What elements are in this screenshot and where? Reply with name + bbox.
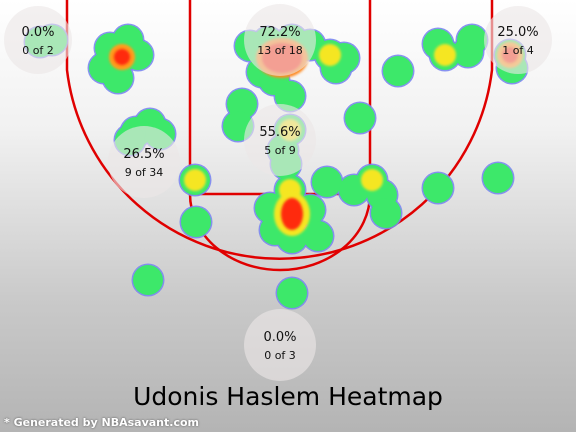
shot-spot	[483, 163, 513, 193]
shot-spot	[423, 173, 453, 203]
shot-spot-hot	[114, 49, 130, 65]
chart-title: Udonis Haslem Heatmap	[133, 382, 443, 411]
three-point-line	[65, 0, 494, 260]
zone-left-midrange-pct: 26.5%	[123, 147, 164, 162]
zone-right-corner-three-count: 1 of 4	[502, 44, 534, 57]
shot-spot	[383, 56, 413, 86]
shot-spot	[312, 167, 342, 197]
zone-paint-middle-circle	[244, 104, 316, 176]
zone-paint-top-circle	[244, 4, 316, 76]
zone-left-corner-three-count: 0 of 2	[22, 44, 54, 57]
zone-paint-top-count: 13 of 18	[257, 44, 303, 57]
shot-spot-warm	[434, 44, 456, 66]
zone-paint-middle-count: 5 of 9	[264, 144, 296, 157]
shot-spot	[345, 103, 375, 133]
shot-spot	[277, 278, 307, 308]
shot-spot-warm	[319, 44, 341, 66]
shot-spot	[133, 265, 163, 295]
zone-overlays: 0.0% 0 of 2 72.2% 13 of 18 25.0% 1 of 4 26.5% 9…	[4, 4, 552, 381]
zone-right-corner-three-circle	[484, 6, 552, 74]
zone-top-of-key-three-pct: 0.0%	[263, 330, 296, 345]
zone-left-corner-three-circle	[4, 6, 72, 74]
shot-spot	[303, 221, 333, 251]
zone-right-corner-three-pct: 25.0%	[497, 25, 538, 40]
zone-left-midrange-circle	[108, 126, 180, 198]
zone-top-of-key-three-circle	[244, 309, 316, 381]
zone-paint-top-pct: 72.2%	[259, 25, 300, 40]
credit-text: * Generated by NBAsavant.com	[4, 416, 199, 429]
shot-spot	[275, 81, 305, 111]
zone-left-corner-three-pct: 0.0%	[21, 25, 54, 40]
shot-spot	[181, 207, 211, 237]
zone-paint-middle-pct: 55.6%	[259, 125, 300, 140]
zone-left-midrange-count: 9 of 34	[125, 166, 164, 179]
zone-top-of-key-three-count: 0 of 3	[264, 349, 296, 362]
shot-spot-warm	[184, 169, 206, 191]
shot-spot	[457, 25, 487, 55]
shot-spot-warm	[361, 169, 383, 191]
paint-hot-core	[281, 198, 303, 230]
shot-spot	[371, 198, 401, 228]
